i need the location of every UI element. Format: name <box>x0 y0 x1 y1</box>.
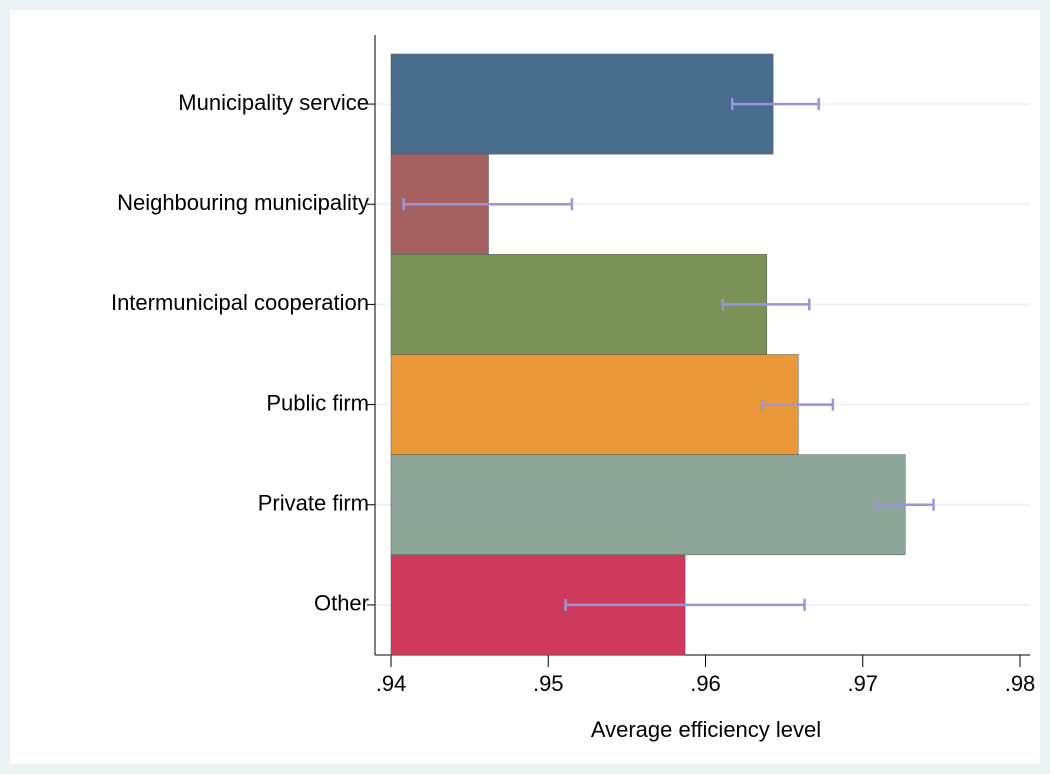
x-tick-label: .98 <box>1005 671 1036 696</box>
y-tick-label: Municipality service <box>178 90 369 115</box>
y-tick-label: Intermunicipal cooperation <box>111 290 369 315</box>
x-axis-title: Average efficiency level <box>591 717 821 742</box>
y-tick-label: Neighbouring municipality <box>117 190 369 215</box>
y-tick-label: Public firm <box>266 390 369 415</box>
x-tick-label: .97 <box>847 671 878 696</box>
error-bar <box>402 198 574 211</box>
error-bar <box>730 98 820 111</box>
error-bar <box>760 398 835 411</box>
error-bar <box>875 498 935 511</box>
error-bar <box>564 598 806 611</box>
y-tick-label: Private firm <box>258 491 369 516</box>
x-tick-label: .96 <box>690 671 721 696</box>
bar <box>390 354 799 455</box>
x-tick-label: .94 <box>376 671 407 696</box>
bar <box>390 53 774 155</box>
error-bar <box>721 298 811 311</box>
bar <box>390 254 768 355</box>
bar <box>390 454 906 556</box>
y-tick-label: Other <box>314 591 369 616</box>
x-tick-label: .95 <box>533 671 564 696</box>
